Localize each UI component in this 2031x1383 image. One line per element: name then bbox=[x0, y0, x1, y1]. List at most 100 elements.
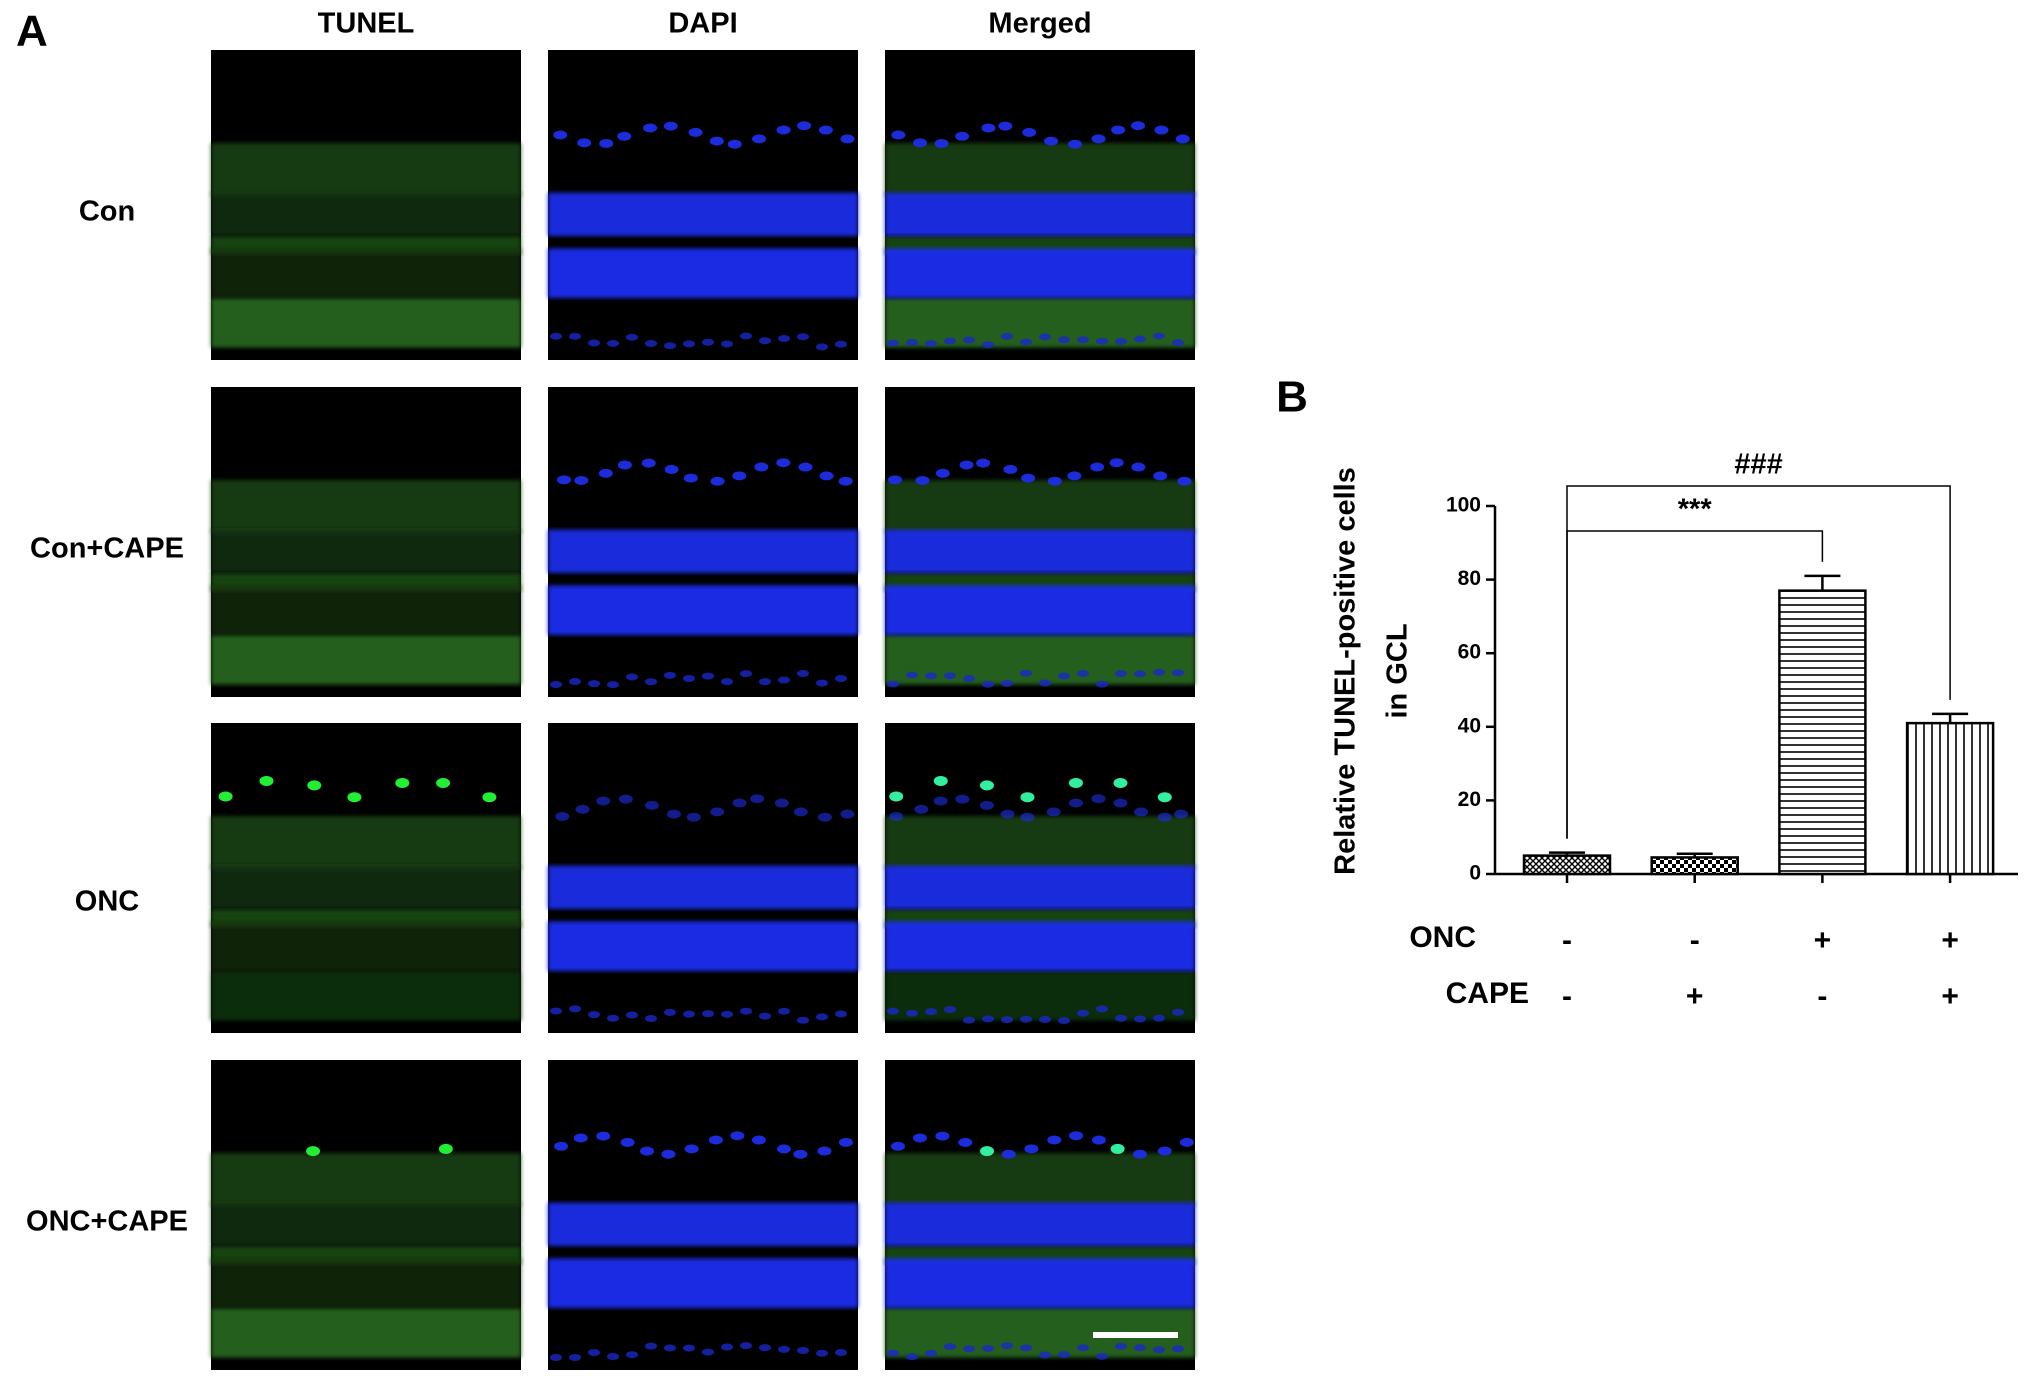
nucleus bbox=[1024, 1144, 1039, 1154]
nucleus bbox=[840, 134, 855, 144]
factor-level: + bbox=[1941, 924, 1959, 957]
micrograph bbox=[885, 723, 1195, 1033]
nucleus bbox=[664, 342, 676, 350]
nucleus bbox=[1044, 136, 1059, 146]
nucleus bbox=[702, 672, 714, 680]
nucleus bbox=[550, 1354, 562, 1362]
nucleus bbox=[1177, 476, 1192, 486]
nucleus bbox=[1134, 807, 1149, 817]
nucleus bbox=[1096, 1005, 1108, 1013]
nucleus bbox=[721, 1343, 733, 1351]
nucleus bbox=[569, 332, 581, 340]
nucleus bbox=[1134, 1015, 1146, 1023]
tissue-band bbox=[885, 921, 1195, 971]
nucleus bbox=[664, 1344, 676, 1352]
tissue-band bbox=[548, 192, 858, 236]
y-axis-label: in GCL bbox=[1382, 623, 1414, 718]
nucleus bbox=[798, 462, 813, 472]
nucleus bbox=[732, 471, 747, 481]
nucleus bbox=[588, 1011, 600, 1019]
tunel-cell bbox=[1068, 777, 1083, 788]
nucleus bbox=[751, 1135, 766, 1145]
tissue-band bbox=[885, 865, 1195, 909]
tissue-band bbox=[211, 529, 521, 573]
row-label: ONC+CAPE bbox=[26, 1206, 188, 1238]
nucleus bbox=[740, 332, 752, 340]
nucleus bbox=[664, 671, 676, 679]
nucleus bbox=[663, 121, 678, 131]
nucleus bbox=[944, 337, 956, 345]
nucleus bbox=[925, 672, 937, 680]
nucleus bbox=[955, 131, 970, 141]
tissue-band bbox=[211, 816, 521, 869]
nucleus bbox=[887, 1349, 899, 1357]
tunel-cell bbox=[482, 792, 497, 803]
panel-label: A bbox=[16, 7, 48, 56]
nucleus bbox=[550, 1007, 562, 1015]
nucleus bbox=[1067, 139, 1082, 149]
nucleus bbox=[1001, 679, 1013, 687]
factor-level: - bbox=[1690, 924, 1700, 957]
tunel-cell bbox=[347, 792, 362, 803]
nucleus bbox=[708, 1135, 723, 1145]
column-header: TUNEL bbox=[318, 8, 415, 40]
nucleus bbox=[617, 131, 632, 141]
nucleus bbox=[626, 1011, 638, 1019]
nucleus bbox=[776, 125, 791, 135]
nucleus bbox=[1157, 1146, 1172, 1156]
nucleus bbox=[1172, 339, 1184, 347]
row-label: Con+CAPE bbox=[30, 533, 184, 565]
nucleus bbox=[1131, 462, 1146, 472]
nucleus bbox=[645, 1342, 657, 1350]
factor-level: - bbox=[1562, 924, 1572, 957]
nucleus bbox=[933, 796, 948, 806]
significance-label: *** bbox=[1678, 494, 1713, 526]
micrograph bbox=[885, 387, 1195, 697]
nucleus bbox=[797, 670, 809, 678]
significance-label: ### bbox=[1734, 449, 1782, 481]
nucleus bbox=[683, 473, 698, 483]
nucleus bbox=[891, 130, 906, 140]
column-header: Merged bbox=[988, 8, 1091, 40]
significance-bracket bbox=[1566, 485, 1951, 839]
nucleus bbox=[683, 1344, 695, 1352]
micrograph bbox=[211, 50, 521, 360]
nucleus bbox=[934, 138, 949, 148]
nucleus bbox=[914, 804, 929, 814]
nucleus bbox=[1109, 458, 1124, 468]
nucleus bbox=[1058, 336, 1070, 344]
nucleus bbox=[710, 476, 725, 486]
nucleus bbox=[906, 338, 918, 346]
tissue-band bbox=[885, 529, 1195, 573]
nucleus bbox=[982, 1344, 994, 1352]
nucleus bbox=[683, 675, 695, 683]
tunel-cell bbox=[1110, 1143, 1125, 1154]
nucleus bbox=[550, 332, 562, 340]
nucleus bbox=[1153, 332, 1165, 340]
nucleus bbox=[1020, 338, 1032, 346]
nucleus bbox=[550, 680, 562, 688]
nucleus bbox=[759, 1012, 771, 1020]
nucleus bbox=[607, 681, 619, 689]
nucleus bbox=[1172, 1008, 1184, 1016]
tissue-band bbox=[211, 298, 521, 348]
nucleus bbox=[599, 138, 614, 148]
nucleus bbox=[626, 1351, 638, 1359]
nucleus bbox=[666, 809, 681, 819]
nucleus bbox=[906, 671, 918, 679]
tissue-band bbox=[211, 971, 521, 1021]
row-label: Con bbox=[79, 196, 135, 228]
micrograph bbox=[548, 723, 858, 1033]
nucleus bbox=[982, 1015, 994, 1023]
nucleus bbox=[1058, 672, 1070, 680]
nucleus bbox=[1001, 1016, 1013, 1024]
tissue-band bbox=[211, 865, 521, 909]
nucleus bbox=[1003, 464, 1018, 474]
nucleus bbox=[759, 337, 771, 345]
bar bbox=[1905, 721, 1995, 876]
nucleus bbox=[887, 1007, 899, 1015]
tissue-band bbox=[211, 143, 521, 196]
nucleus bbox=[645, 678, 657, 686]
nucleus bbox=[963, 1016, 975, 1024]
